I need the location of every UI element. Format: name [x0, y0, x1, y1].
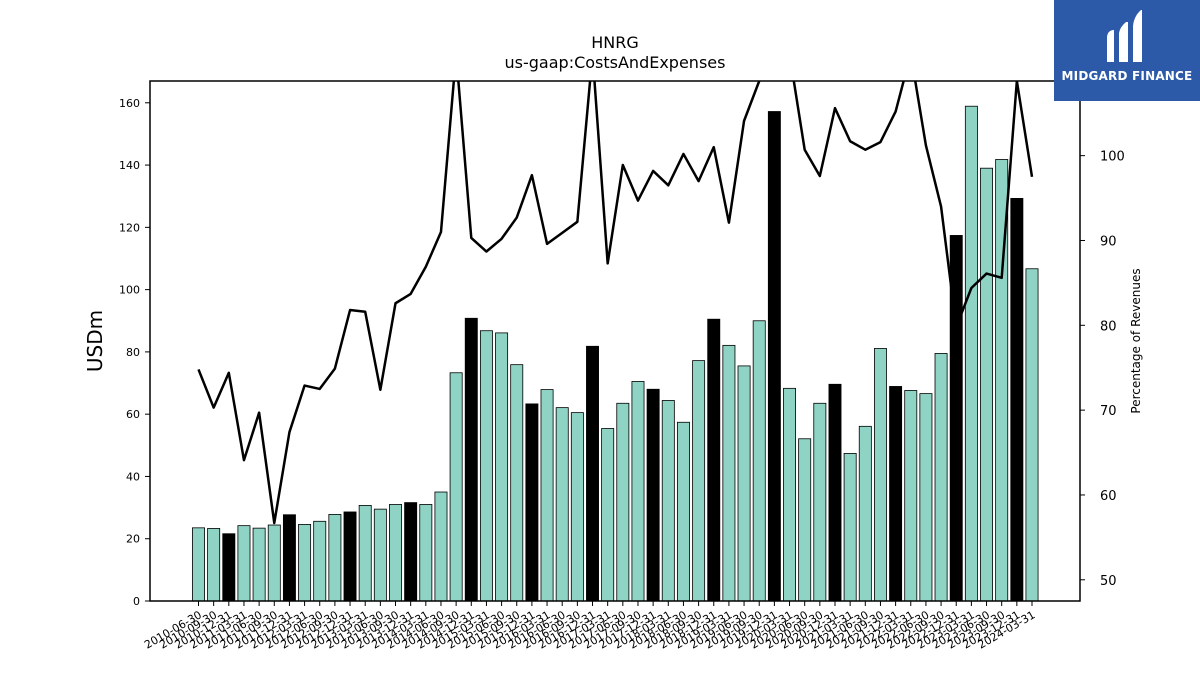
bar-2017-06-30 — [616, 402, 630, 602]
bar-2018-09-30 — [692, 360, 706, 602]
bar-2016-09-30 — [570, 412, 584, 602]
bar-2018-03-31 — [661, 400, 675, 602]
bar-2021-09-30 — [873, 348, 887, 602]
bar-2018-06-30 — [676, 421, 690, 602]
bar-2013-06-30 — [373, 508, 387, 602]
midgard-logo-icon — [1107, 10, 1142, 62]
bar-2021-06-30 — [858, 425, 872, 602]
y2-tick-label: 90 — [1100, 234, 1117, 249]
y-axis-left: 0 20 40 60 80 100 120 140 160 — [119, 97, 150, 608]
midgard-finance-logo: MIDGARD FINANCE — [1054, 0, 1200, 101]
bar-2020-09-30 — [813, 402, 827, 602]
plot-frame — [149, 80, 1081, 602]
bar-2012-03-31 — [298, 524, 312, 602]
line-series — [197, 81, 1034, 525]
bar-2013-03-31 — [358, 505, 372, 602]
bar-2014-09-30 — [449, 372, 463, 602]
bar-2022-03-31 — [904, 390, 918, 602]
bar-2016-12-31 — [586, 345, 599, 602]
x-axis: 2010-06-302010-09-302010-12-312011-03-31… — [142, 601, 1038, 652]
bar-2020-03-31 — [783, 387, 796, 602]
bar-2014-12-31 — [464, 317, 478, 602]
y2-axis-label: Percentage of Revenues — [1129, 268, 1143, 413]
bar-2012-09-30 — [328, 514, 342, 602]
logo-text: MIDGARD FINANCE — [1061, 69, 1193, 83]
y-tick-label: 120 — [119, 221, 140, 234]
bar-2017-12-31 — [646, 388, 660, 602]
bar-2019-12-31 — [767, 111, 781, 602]
bar-2010-12-31 — [222, 533, 236, 602]
y-tick-label: 100 — [119, 284, 140, 297]
bar-2013-09-30 — [389, 504, 402, 602]
bar-2021-03-31 — [843, 453, 857, 602]
bar-2020-12-31 — [828, 383, 842, 602]
y2-tick-label: 80 — [1100, 319, 1117, 334]
y2-tick-label: 100 — [1100, 150, 1125, 165]
bar-2012-06-30 — [313, 520, 327, 602]
bar-2020-06-30 — [798, 438, 812, 602]
bar-2010-09-30 — [207, 528, 221, 602]
bar-2012-12-31 — [343, 511, 357, 602]
y-tick-label: 0 — [133, 595, 140, 608]
bar-2022-09-30 — [934, 353, 948, 602]
bar-2024-03-31 — [1025, 268, 1039, 602]
y-tick-label: 40 — [126, 470, 140, 483]
bar-2021-12-31 — [889, 386, 903, 602]
bar-2019-09-30 — [752, 320, 766, 602]
bar-2013-12-31 — [404, 502, 418, 602]
y-tick-label: 160 — [119, 97, 140, 110]
chart-subtitle: us-gaap:CostsAndExpenses — [505, 53, 726, 72]
bar-2023-03-31 — [964, 105, 978, 602]
bar-2019-03-31 — [722, 344, 736, 602]
y2-tick-label: 60 — [1100, 489, 1117, 504]
bar-2011-12-31 — [282, 514, 296, 602]
bar-2022-06-30 — [919, 393, 933, 602]
y-tick-label: 60 — [126, 408, 140, 421]
bar-2014-06-30 — [434, 491, 448, 602]
bar-2019-06-30 — [737, 365, 751, 602]
bar-2017-03-31 — [601, 428, 615, 602]
y-tick-label: 80 — [126, 346, 140, 359]
bar-series — [192, 105, 1039, 602]
bar-2011-06-30 — [252, 527, 266, 602]
bar-2011-09-30 — [267, 524, 281, 602]
chart-title: HNRG — [591, 33, 639, 52]
y2-tick-label: 50 — [1100, 574, 1117, 589]
y-axis-right: 50 60 70 80 90 100 — [1080, 150, 1125, 589]
bar-2016-06-30 — [555, 407, 569, 602]
line-percentage-of-revenues — [197, 81, 1034, 525]
y2-tick-label: 70 — [1100, 404, 1117, 419]
y-tick-label: 20 — [126, 533, 140, 546]
bar-2011-03-31 — [237, 525, 251, 602]
bar-2018-12-31 — [707, 318, 721, 602]
bar-2015-12-31 — [525, 403, 539, 602]
bar-2015-03-31 — [479, 330, 493, 602]
bar-2023-12-31 — [1010, 197, 1024, 602]
bar-2014-03-31 — [419, 504, 433, 602]
bar-2023-06-30 — [980, 167, 993, 602]
bar-2015-09-30 — [510, 364, 524, 602]
bar-2016-03-31 — [540, 389, 554, 602]
bar-2010-06-30 — [192, 527, 205, 602]
y-tick-label: 140 — [119, 159, 140, 172]
y-axis-label: USDm — [83, 310, 107, 372]
bar-2017-09-30 — [631, 381, 645, 602]
bar-2015-06-30 — [495, 332, 509, 602]
